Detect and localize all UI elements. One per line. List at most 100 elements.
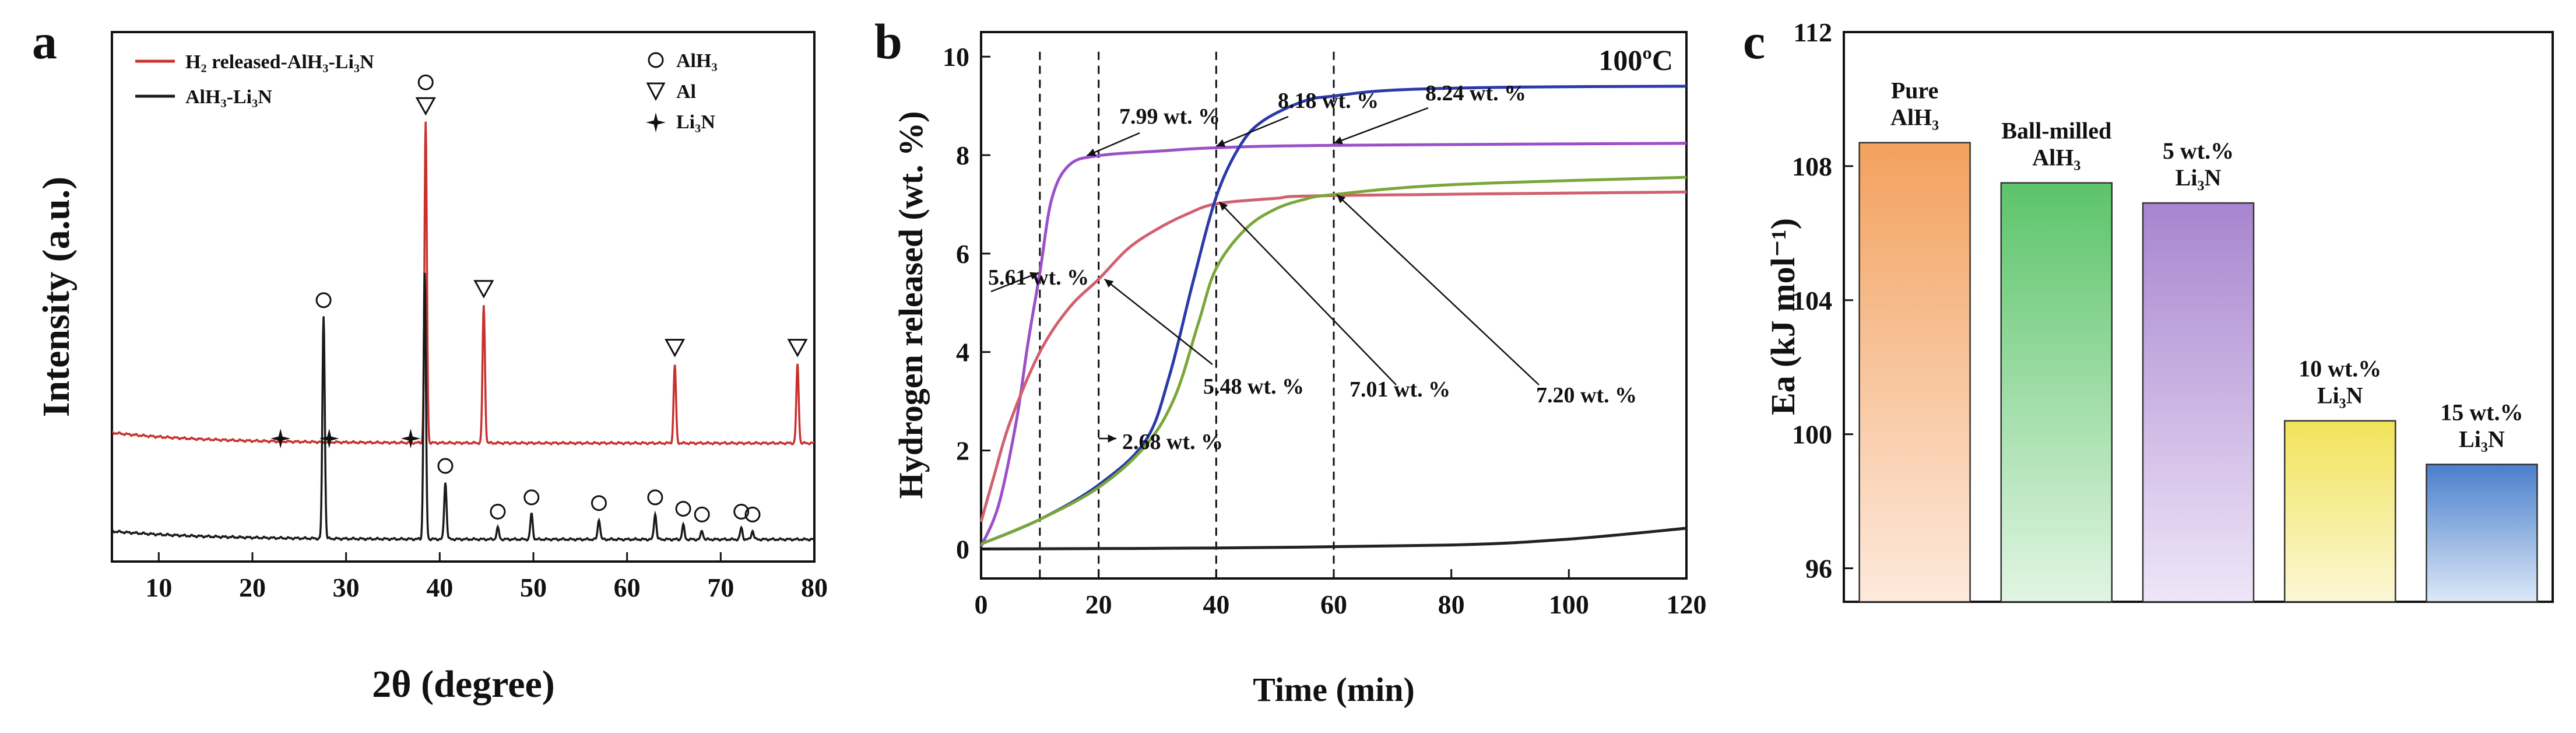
peak-marker-circle <box>490 503 506 520</box>
x-tick-label: 60 <box>1320 590 1347 619</box>
panel-a-xrd-chart: a 10 20 30 40 50 60 70 80 2θ (degree) Intensity… <box>32 13 828 706</box>
series-line-blue <box>981 85 1687 546</box>
y-tick-label: 10 <box>943 42 969 72</box>
legend-label-alh3: AlH₃ <box>676 50 718 72</box>
y-tick-label: 2 <box>956 436 969 466</box>
panel-b-title: 100ºC <box>1598 44 1673 76</box>
y-tick-label: 96 <box>1805 554 1832 584</box>
annotation-label: 2.68 wt. % <box>1122 430 1223 454</box>
panel-a-y-axis-label: Intensity (a.u.) <box>35 177 78 418</box>
annotation-label: 5.61 wt. % <box>988 265 1089 290</box>
annotation-label: 8.24 wt. % <box>1425 81 1526 106</box>
y-tick-label: 8 <box>956 141 969 170</box>
peak-marker-triangle <box>415 97 436 116</box>
legend-triangle-marker <box>646 82 666 101</box>
panel-b-hydrogen-release-chart: b 0 20 40 60 80 100 120 0 2 4 6 8 10 100ºC 7.99 wt. … <box>874 13 1707 709</box>
peak-marker-triangle <box>665 339 686 357</box>
panel-a-frame <box>111 31 816 563</box>
x-tick-label: 70 <box>707 573 734 602</box>
x-tick-label: 50 <box>520 573 547 602</box>
x-tick-label: 60 <box>614 573 641 602</box>
bar-label: Pure <box>1891 78 1938 104</box>
annotation-arrowhead <box>1108 434 1116 443</box>
annotation-arrowhead <box>1334 136 1343 145</box>
peak-marker-circle <box>694 506 710 522</box>
peak-marker-star <box>319 429 339 448</box>
y-tick-label: 6 <box>956 239 969 269</box>
annotation-arrow <box>1104 278 1213 365</box>
peak-marker-circle <box>675 501 691 517</box>
peak-marker-circle <box>647 489 663 506</box>
xrd-series-alh3-li3n <box>111 272 814 542</box>
x-tick-label: 120 <box>1667 590 1707 619</box>
panel-label-a: a <box>32 13 57 69</box>
xrd-series-h2-released <box>111 121 814 446</box>
peak-marker-circle <box>591 495 607 511</box>
y-tick-label: 100 <box>1792 420 1832 450</box>
peak-marker-triangle <box>473 280 494 299</box>
peak-marker-circle <box>437 458 454 474</box>
panel-label-b: b <box>874 13 902 69</box>
annotation-arrowhead <box>1029 272 1039 280</box>
peak-marker-circle <box>417 74 434 90</box>
legend-circle-marker <box>648 52 664 68</box>
bar-2 <box>2142 202 2255 603</box>
y-tick-label: 112 <box>1794 17 1832 47</box>
series-line-black <box>981 527 1687 550</box>
annotation-arrow <box>1087 132 1140 157</box>
x-tick-label: 10 <box>145 573 172 602</box>
peak-marker-circle <box>733 503 750 520</box>
bar-label: 10 wt.% <box>2299 356 2381 382</box>
x-tick-label: 30 <box>333 573 360 602</box>
peak-marker-circle <box>744 506 761 522</box>
panel-label-c: c <box>1743 13 1765 69</box>
annotation-label: 8.18 wt. % <box>1278 89 1379 113</box>
x-tick-label: 20 <box>1085 590 1112 619</box>
panel-b-y-axis-label: Hydrogen released (wt. %) <box>892 111 930 499</box>
peak-marker-triangle <box>787 339 808 357</box>
annotation-arrow <box>1336 194 1540 385</box>
bar-0 <box>1858 142 1971 603</box>
peak-marker-star <box>270 429 291 448</box>
panel-b-annotations: 7.99 wt. % 8.18 wt. % 8.24 wt. % 5.61 wt. %… <box>988 81 1637 454</box>
bar-3 <box>2283 420 2396 603</box>
x-tick-label: 0 <box>975 590 988 619</box>
legend-label-black: AlH₃-Li₃N <box>185 86 272 108</box>
annotation-arrowhead <box>1337 194 1346 204</box>
peak-marker-star <box>400 429 421 448</box>
y-tick-label: 108 <box>1792 152 1832 181</box>
peak-marker-circle <box>523 489 540 506</box>
bar-label: Li₃N <box>2317 383 2363 409</box>
x-tick-label: 100 <box>1549 590 1589 619</box>
annotation-label: 7.01 wt. % <box>1349 377 1450 402</box>
annotation-arrowhead <box>1087 148 1097 156</box>
y-tick-label: 104 <box>1792 286 1832 315</box>
bar-4 <box>2426 464 2538 603</box>
annotation-arrow <box>1218 201 1397 385</box>
annotation-label: 7.99 wt. % <box>1119 104 1220 129</box>
annotation-arrow <box>990 272 1039 293</box>
x-tick-label: 40 <box>426 573 453 602</box>
x-tick-label: 80 <box>801 573 828 602</box>
annotation-arrowhead <box>1104 279 1114 288</box>
y-tick-label: 0 <box>956 534 969 564</box>
annotation-arrow <box>1215 115 1289 147</box>
bar-label: Li₃N <box>2176 164 2222 191</box>
panel-a-x-axis-label: 2θ (degree) <box>372 663 555 706</box>
legend-star-marker <box>646 113 666 132</box>
bar-label: AlH₃ <box>1890 104 1939 131</box>
annotation-arrowhead <box>1216 139 1226 147</box>
panel-a-legend: H₂ released-AlH₃-Li₃N AlH₃-Li₃N AlH₃ Al … <box>135 50 718 133</box>
annotation-label: 5.48 wt. % <box>1203 374 1304 399</box>
legend-label-li3n: Li₃N <box>676 111 715 133</box>
bar-1 <box>2000 182 2113 603</box>
bar-label: 5 wt.% <box>2163 138 2234 164</box>
bar-label: 15 wt.% <box>2440 399 2523 425</box>
bar-label: AlH₃ <box>2032 145 2081 171</box>
legend-label-red: H₂ released-AlH₃-Li₃N <box>185 51 374 73</box>
annotation-label: 7.20 wt. % <box>1536 383 1637 408</box>
annotation-arrowhead <box>1219 202 1228 211</box>
x-tick-label: 80 <box>1438 590 1465 619</box>
